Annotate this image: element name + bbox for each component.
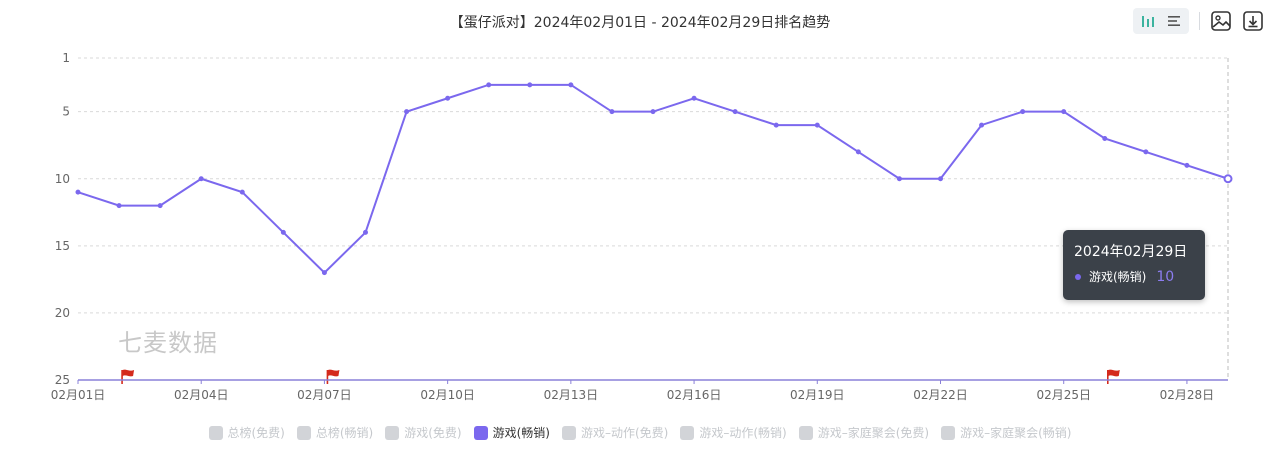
tooltip-series-dot <box>1075 273 1081 280</box>
tooltip: 2024年02月29日 游戏(畅销) 10 <box>1063 230 1205 300</box>
legend-label: 游戏–动作(畅销) <box>699 426 787 440</box>
data-point <box>527 82 533 88</box>
legend-swatch <box>680 425 695 440</box>
data-point <box>1143 149 1149 155</box>
x-tick-label: 02月01日 <box>51 388 106 402</box>
legend-item[interactable]: 游戏–家庭聚会(免费) <box>798 424 930 441</box>
flag-cloth <box>122 369 135 377</box>
data-point <box>1020 109 1026 115</box>
list-icon[interactable] <box>1163 10 1185 32</box>
legend-swatch <box>473 425 488 440</box>
tooltip-date: 2024年02月29日 <box>1074 244 1188 260</box>
data-point <box>979 122 985 128</box>
legend-item[interactable]: 游戏(免费) <box>385 424 462 441</box>
legend-swatch <box>941 425 956 440</box>
x-tick-label: 02月16日 <box>667 388 722 402</box>
flag-icon <box>1106 369 1120 384</box>
tooltip-value: 10 <box>1156 268 1175 285</box>
data-point <box>75 189 81 195</box>
legend-label: 游戏(畅销) <box>492 426 550 440</box>
legend-label: 总榜(免费) <box>227 426 285 440</box>
toolbar-divider <box>1199 12 1200 30</box>
data-point <box>938 176 943 182</box>
legend-swatch <box>385 425 400 440</box>
data-point <box>568 82 574 88</box>
x-tick-label: 02月10日 <box>420 388 475 402</box>
legend-label: 游戏(免费) <box>404 426 462 440</box>
tooltip-row: 游戏(畅销) 10 <box>1075 268 1174 285</box>
data-point <box>321 270 327 276</box>
legend-label: 游戏–家庭聚会(畅销) <box>960 426 1072 440</box>
legend-item[interactable]: 游戏(畅销) <box>473 424 550 441</box>
chart-title: 【蛋仔派对】2024年02月01日 - 2024年02月29日排名趋势 <box>449 15 831 31</box>
legend-item[interactable]: 游戏–动作(畅销) <box>680 424 787 441</box>
flag-cloth <box>327 369 340 377</box>
legend-label: 总榜(畅销) <box>315 426 374 440</box>
y-tick-label: 10 <box>55 172 70 186</box>
data-point <box>896 176 902 182</box>
y-tick-label: 5 <box>62 105 70 119</box>
flag-icon <box>326 369 340 384</box>
x-tick-label: 02月25日 <box>1036 388 1091 402</box>
watermark: 七麦数据 <box>118 329 218 357</box>
data-point <box>363 229 368 235</box>
legend-item[interactable]: 游戏–动作(免费) <box>562 424 668 441</box>
data-point <box>445 95 451 101</box>
x-tick-label: 02月04日 <box>174 388 229 402</box>
flag-cloth <box>1108 369 1120 377</box>
legend-label: 游戏–家庭聚会(免费) <box>817 426 930 440</box>
data-point <box>404 109 410 115</box>
data-point <box>116 203 122 209</box>
data-point <box>1223 174 1233 184</box>
data-point <box>773 122 779 128</box>
data-point <box>157 203 163 209</box>
data-point <box>198 176 204 182</box>
y-tick-label: 20 <box>55 306 70 320</box>
legend-swatch <box>798 425 813 440</box>
data-point <box>486 82 492 88</box>
data-point <box>239 189 245 195</box>
legend-swatch <box>208 425 223 440</box>
bar-chart-icon[interactable] <box>1137 10 1159 32</box>
legend-label: 游戏–动作(免费) <box>581 426 669 440</box>
x-tick-label: 02月28日 <box>1160 388 1215 402</box>
tooltip-series-name: 游戏(畅销) <box>1089 270 1147 284</box>
data-point <box>1184 162 1190 168</box>
legend-swatch <box>296 425 311 440</box>
data-point <box>609 109 615 115</box>
data-point <box>280 229 286 235</box>
view-toggle <box>1133 8 1189 34</box>
x-tick-label: 02月22日 <box>913 388 968 402</box>
x-tick-label: 02月13日 <box>544 388 599 402</box>
y-tick-label: 25 <box>55 373 70 387</box>
chart-toolbar <box>1133 8 1264 34</box>
legend-item[interactable]: 游戏–家庭聚会(畅销) <box>941 424 1072 441</box>
data-point <box>1102 136 1108 141</box>
data-point <box>855 149 861 155</box>
legend-item[interactable]: 总榜(畅销) <box>296 424 374 441</box>
data-point <box>650 109 656 115</box>
data-point <box>1061 109 1067 115</box>
data-point <box>814 122 820 128</box>
data-point <box>691 95 697 101</box>
legend-item[interactable]: 总榜(免费) <box>208 424 285 441</box>
legend-swatch <box>562 425 576 440</box>
data-point <box>732 109 738 115</box>
save-image-icon[interactable] <box>1210 10 1232 32</box>
x-tick-label: 02月07日 <box>297 388 352 402</box>
flag-icon <box>121 369 135 384</box>
y-tick-label: 15 <box>55 239 70 253</box>
y-tick-label: 1 <box>62 51 70 65</box>
chart-legend: 总榜(免费) 总榜(畅销) 游戏(免费) 游戏(畅销) 游戏–动作(免费) 游戏–动作(畅… <box>0 424 1280 441</box>
x-tick-label: 02月19日 <box>790 388 845 402</box>
download-icon[interactable] <box>1242 10 1264 32</box>
